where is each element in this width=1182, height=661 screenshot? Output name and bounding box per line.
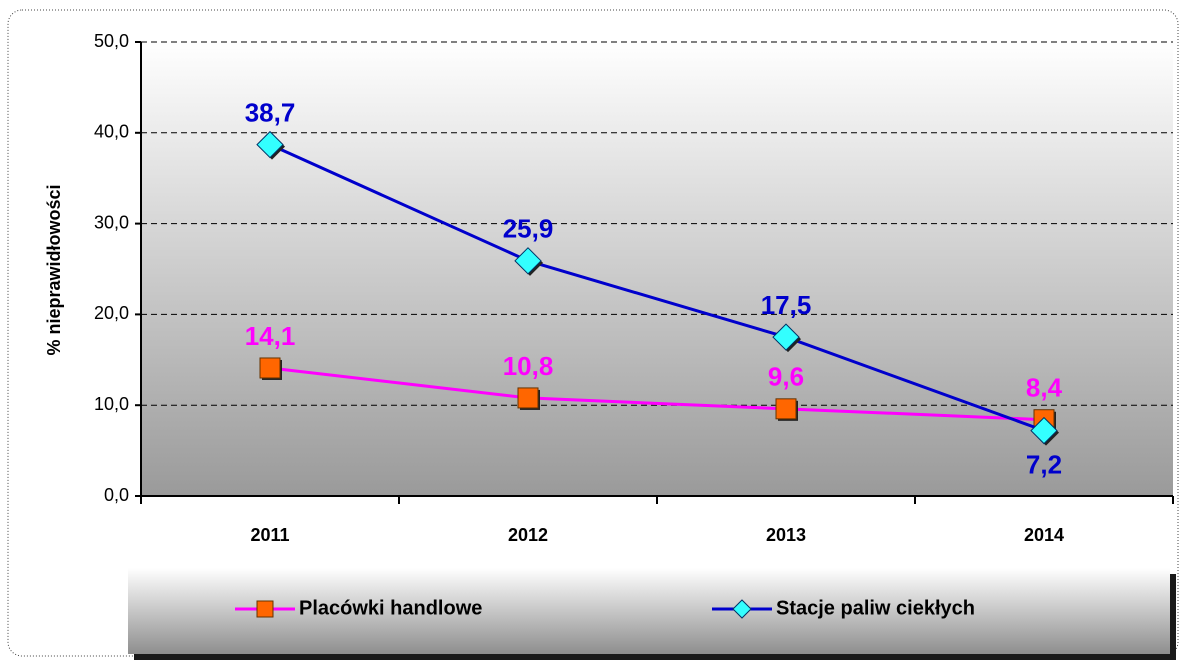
marker xyxy=(256,130,284,159)
marker xyxy=(517,387,539,409)
data-label: 7,2 xyxy=(1026,449,1062,479)
data-label: 25,9 xyxy=(503,214,554,244)
marker xyxy=(772,323,800,351)
data-label: 14,1 xyxy=(245,321,296,351)
data-label: 38,7 xyxy=(245,97,296,127)
x-tick-label: 2011 xyxy=(250,525,289,545)
y-tick-label: 10,0 xyxy=(94,394,129,414)
y-tick-label: 30,0 xyxy=(94,212,129,232)
data-label: 17,5 xyxy=(761,290,812,320)
legend-marker xyxy=(256,600,274,618)
y-tick-label: 0,0 xyxy=(104,485,129,505)
marker xyxy=(775,398,797,420)
legend xyxy=(128,568,1170,654)
data-label: 10,8 xyxy=(503,351,554,381)
x-tick-label: 2012 xyxy=(508,525,548,545)
y-axis-title: % nieprawidłowości xyxy=(44,184,64,355)
series-line xyxy=(269,143,1045,433)
plot-area xyxy=(141,42,1173,496)
legend-marker xyxy=(732,599,752,619)
y-tick-label: 40,0 xyxy=(94,122,129,142)
marker xyxy=(259,357,281,379)
marker xyxy=(514,247,542,275)
y-tick-label: 20,0 xyxy=(94,303,129,323)
series-line xyxy=(269,366,1045,422)
data-label: 9,6 xyxy=(768,362,804,392)
x-tick-label: 2014 xyxy=(1024,525,1064,545)
marker xyxy=(1030,416,1058,445)
legend-label: Stacje paliw ciekłych xyxy=(776,597,975,619)
x-tick-label: 2013 xyxy=(766,525,806,545)
data-label: 8,4 xyxy=(1026,373,1063,403)
legend-label: Placówki handlowe xyxy=(299,597,482,619)
y-tick-label: 50,0 xyxy=(94,31,129,51)
